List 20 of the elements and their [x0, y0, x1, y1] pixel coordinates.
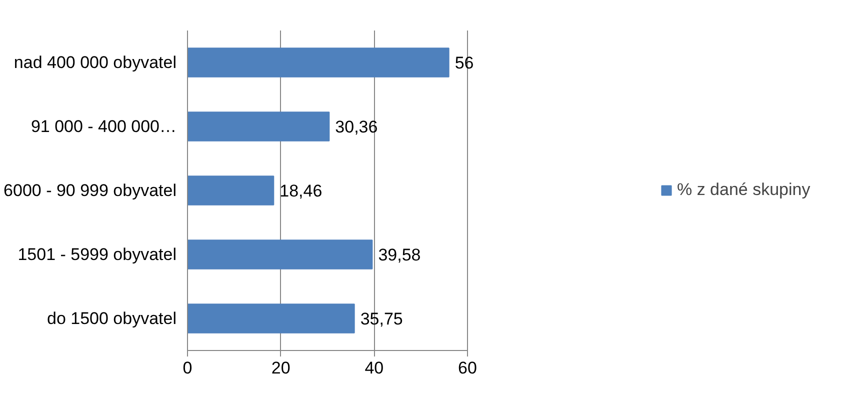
data-label: 39,58: [378, 246, 421, 264]
x-tick-label: 40: [364, 358, 384, 378]
bar: [188, 48, 450, 78]
x-tick-label: 60: [458, 358, 477, 378]
data-label: 30,36: [335, 118, 378, 136]
y-tick-label: 1501 - 5999 obyvatel: [18, 245, 177, 264]
y-tick-label: do 1500 obyvatel: [47, 309, 177, 328]
data-label: 35,75: [360, 310, 403, 328]
y-tick-label: 91 000 - 400 000…: [30, 117, 177, 136]
bar: [188, 240, 373, 270]
bar: [188, 176, 274, 206]
data-label: 56: [454, 54, 474, 72]
x-tick-label: 20: [271, 358, 290, 378]
data-label: 18,46: [280, 182, 322, 200]
bar: [188, 304, 355, 334]
bar: [188, 112, 330, 142]
legend-label: % z dané skupiny: [677, 180, 812, 200]
y-tick-label: nad 400 000 obyvatel: [14, 53, 177, 72]
y-tick-label: 6000 - 90 999 obyvatel: [4, 181, 177, 200]
x-tick-label: 0: [182, 358, 192, 378]
